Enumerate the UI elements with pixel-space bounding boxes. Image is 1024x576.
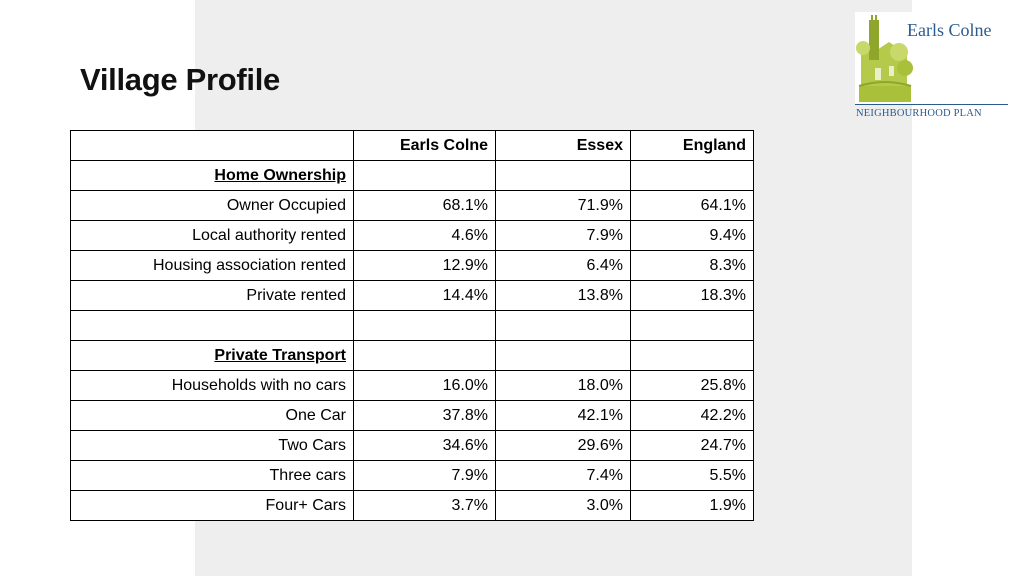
table-cell: 24.7%: [630, 430, 754, 461]
table-row: Owner Occupied 68.1% 71.9% 64.1%: [70, 190, 754, 221]
row-label: Two Cars: [70, 430, 354, 461]
row-label: Owner Occupied: [70, 190, 354, 221]
table-cell: 68.1%: [353, 190, 496, 221]
table-cell: [495, 310, 631, 341]
village-profile-table: Earls Colne Essex England Home Ownership Own…: [70, 130, 754, 521]
table-cell: 7.9%: [353, 460, 496, 491]
table-cell: [630, 340, 754, 371]
row-label: Private rented: [70, 280, 354, 311]
logo-subtitle: NEIGHBOURHOOD PLAN: [856, 108, 982, 119]
table-cell: [353, 160, 496, 191]
column-header: Earls Colne: [353, 130, 496, 161]
row-label-text: Private rented: [246, 286, 346, 304]
table-cell: 25.8%: [630, 370, 754, 401]
table-cell: 37.8%: [353, 400, 496, 431]
row-label-text: One Car: [285, 406, 346, 424]
table-cell: 16.0%: [353, 370, 496, 401]
row-label-text: Households with no cars: [171, 376, 346, 394]
table-cell: 9.4%: [630, 220, 754, 251]
row-label-text: Local authority rented: [192, 226, 346, 244]
section-header-row: Home Ownership: [70, 160, 754, 191]
table-cell: 3.0%: [495, 490, 631, 521]
table-row: Two Cars 34.6% 29.6% 24.7%: [70, 430, 754, 461]
row-label: Three cars: [70, 460, 354, 491]
table-cell: 71.9%: [495, 190, 631, 221]
logo: Earls Colne NEIGHBOURHOOD PLAN: [855, 12, 1008, 122]
page-title: Village Profile: [80, 62, 280, 97]
row-label: Four+ Cars: [70, 490, 354, 521]
table-row: One Car 37.8% 42.1% 42.2%: [70, 400, 754, 431]
table-cell: [630, 310, 754, 341]
table-cell: 3.7%: [353, 490, 496, 521]
row-label: Local authority rented: [70, 220, 354, 251]
row-label: One Car: [70, 400, 354, 431]
column-header: England: [630, 130, 754, 161]
table-cell: 34.6%: [353, 430, 496, 461]
table-row: Households with no cars 16.0% 18.0% 25.8%: [70, 370, 754, 401]
row-label-text: Three cars: [269, 466, 346, 484]
logo-name: Earls Colne: [907, 20, 992, 40]
column-header: [70, 130, 354, 161]
table-row: Private rented 14.4% 13.8% 18.3%: [70, 280, 754, 311]
church-icon: [855, 12, 915, 104]
table-cell: [495, 340, 631, 371]
table-cell: 18.3%: [630, 280, 754, 311]
table-cell: 42.1%: [495, 400, 631, 431]
row-label: Households with no cars: [70, 370, 354, 401]
row-label-text: Four+ Cars: [265, 496, 346, 514]
table-row: Housing association rented 12.9% 6.4% 8.3%: [70, 250, 754, 281]
table-row: [70, 310, 754, 341]
row-label: [70, 310, 354, 341]
table-cell: [630, 160, 754, 191]
table-cell: 64.1%: [630, 190, 754, 221]
table-row: Four+ Cars 3.7% 3.0% 1.9%: [70, 490, 754, 521]
section-label: Private Transport: [70, 340, 354, 371]
table-cell: 12.9%: [353, 250, 496, 281]
section-header-row: Private Transport: [70, 340, 754, 371]
table-row: Three cars 7.9% 7.4% 5.5%: [70, 460, 754, 491]
logo-divider: [855, 104, 1008, 105]
table-cell: 4.6%: [353, 220, 496, 251]
table-cell: 8.3%: [630, 250, 754, 281]
table-cell: [353, 340, 496, 371]
table-cell: 1.9%: [630, 490, 754, 521]
row-label-text: Housing association rented: [152, 256, 346, 274]
table-cell: 29.6%: [495, 430, 631, 461]
table-cell: 5.5%: [630, 460, 754, 491]
row-label-text: Owner Occupied: [226, 196, 346, 214]
table-cell: [353, 310, 496, 341]
row-label-text: Two Cars: [278, 436, 346, 454]
row-label-text: Home Ownership: [214, 166, 346, 184]
table-cell: 7.9%: [495, 220, 631, 251]
table-cell: [495, 160, 631, 191]
row-label-text: Private Transport: [214, 346, 346, 364]
table-cell: 13.8%: [495, 280, 631, 311]
section-label: Home Ownership: [70, 160, 354, 191]
table-cell: 42.2%: [630, 400, 754, 431]
table-cell: 7.4%: [495, 460, 631, 491]
table-row: Local authority rented 4.6% 7.9% 9.4%: [70, 220, 754, 251]
table-cell: 18.0%: [495, 370, 631, 401]
row-label: Housing association rented: [70, 250, 354, 281]
table-cell: 6.4%: [495, 250, 631, 281]
table-header-row: Earls Colne Essex England: [70, 130, 754, 161]
table-cell: 14.4%: [353, 280, 496, 311]
column-header: Essex: [495, 130, 631, 161]
